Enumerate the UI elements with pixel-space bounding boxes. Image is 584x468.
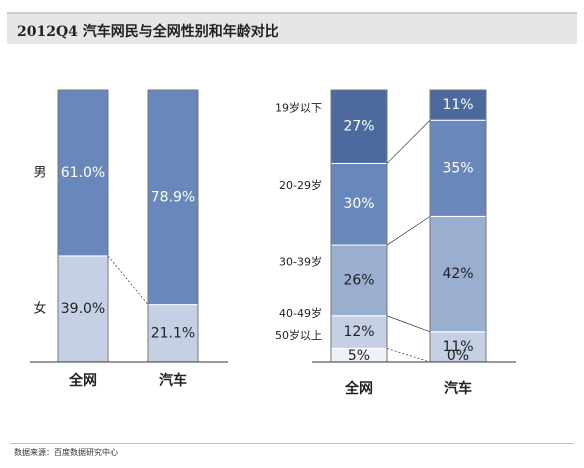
source-note: 数据来源：百度数据研究中心 [14, 448, 118, 457]
bar-segment [57, 255, 109, 363]
data-label: 30% [343, 196, 374, 212]
data-label: 21.1% [151, 325, 195, 341]
connector-line [386, 315, 431, 333]
data-label: 42% [442, 266, 473, 282]
connector-line [386, 348, 431, 363]
category-label: 汽车 [444, 380, 472, 397]
series-label: 40-49岁 [279, 306, 322, 320]
data-label: 26% [343, 272, 374, 288]
connector-line [386, 119, 431, 164]
data-label: 12% [343, 324, 374, 340]
series-label: 男 [33, 165, 46, 180]
data-label: 39.0% [61, 301, 105, 317]
data-label: 11% [442, 339, 473, 355]
chart-area: 39.0% 61.0% 21.1% 78.9% 女 男全网 汽车 5% 12% 26% 30% 27%… [30, 89, 516, 397]
data-label: 78.9% [151, 189, 195, 205]
series-label: 50岁以上 [275, 328, 322, 342]
series-label: 20-29岁 [279, 178, 322, 192]
category-label: 全网 [68, 372, 97, 389]
data-label: 11% [442, 97, 473, 113]
bar-segment [429, 215, 487, 333]
data-label: 35% [442, 160, 473, 176]
data-label: 5% [348, 348, 370, 364]
category-label: 汽车 [159, 372, 187, 389]
data-label: 27% [343, 119, 374, 135]
series-label: 19岁以下 [275, 101, 322, 115]
series-label: 女 [33, 300, 46, 316]
source-divider [10, 443, 574, 444]
title-bar: 2012Q4 汽车网民与全网性别和年龄对比 [7, 12, 577, 44]
connector-line [107, 255, 149, 305]
series-label: 30-39岁 [279, 254, 322, 268]
data-label: 61.0% [61, 165, 105, 181]
data-label: 0% [447, 348, 469, 364]
category-label: 全网 [344, 380, 373, 397]
bar-segment [429, 331, 487, 363]
chart-title: 2012Q4 汽车网民与全网性别和年龄对比 [17, 24, 279, 40]
connector-line [386, 216, 431, 246]
